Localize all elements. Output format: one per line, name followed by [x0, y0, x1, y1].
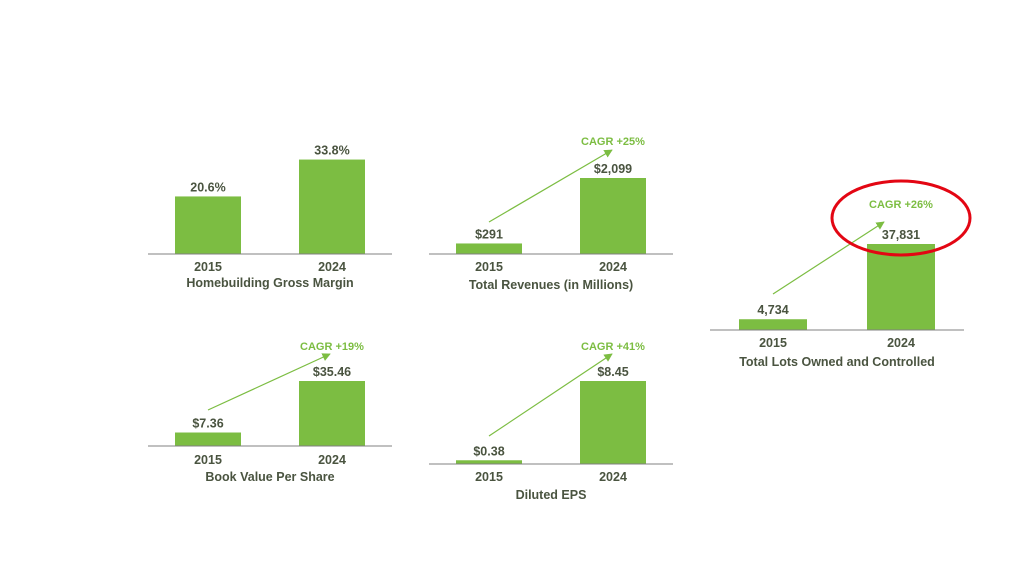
- chart-4: $7.36 2015 $35.46 2024 Book Value Per Share C…: [148, 341, 392, 484]
- x-tick-label: 2024: [599, 260, 627, 274]
- growth-arrow: [488, 353, 613, 437]
- bar-2024: [867, 244, 935, 330]
- x-tick-label: 2024: [318, 453, 346, 467]
- highlight-circle: [830, 179, 972, 257]
- cagr-label: CAGR +41%: [581, 341, 645, 353]
- growth-arrow: [772, 221, 885, 295]
- value-label: $8.45: [597, 365, 628, 379]
- chart-title: Total Revenues (in Millions): [469, 278, 633, 292]
- bar-2015: [456, 460, 522, 464]
- chart-title: Total Lots Owned and Controlled: [739, 355, 935, 369]
- value-label: $2,099: [594, 162, 632, 176]
- x-tick-label: 2015: [475, 260, 503, 274]
- chart-title: Homebuilding Gross Margin: [186, 276, 353, 290]
- bar-2024: [299, 381, 365, 446]
- chart-2: $291 2015 $2,099 2024 Total Revenues (in Mil…: [429, 136, 673, 292]
- bar-2024: [580, 381, 646, 464]
- chart-title: Diluted EPS: [516, 488, 587, 502]
- x-tick-label: 2015: [475, 470, 503, 484]
- value-label: $7.36: [192, 417, 223, 431]
- value-label: $0.38: [473, 444, 504, 458]
- growth-arrow: [207, 353, 331, 411]
- chart-title: Book Value Per Share: [205, 470, 334, 484]
- value-label: 20.6%: [190, 180, 225, 194]
- bar-2015: [175, 196, 241, 254]
- cagr-label: CAGR +19%: [300, 341, 364, 353]
- chart-5: $0.38 2015 $8.45 2024 Diluted EPS CAGR +41%: [429, 341, 673, 502]
- value-label: 37,831: [882, 228, 920, 242]
- x-tick-label: 2015: [194, 453, 222, 467]
- cagr-label: CAGR +26%: [869, 199, 933, 211]
- value-label: $291: [475, 227, 503, 241]
- growth-arrow: [488, 149, 613, 223]
- x-tick-label: 2015: [759, 336, 787, 350]
- chart-1: 20.6% 2015 33.8% 2024 Homebuilding Gross Mar…: [148, 144, 392, 290]
- x-tick-label: 2024: [887, 336, 915, 350]
- bar-2015: [739, 319, 807, 330]
- value-label: 4,734: [757, 303, 788, 317]
- bar-2024: [299, 159, 365, 254]
- value-label: 33.8%: [314, 144, 349, 158]
- x-tick-label: 2024: [318, 260, 346, 274]
- bar-2015: [175, 432, 241, 446]
- x-tick-label: 2015: [194, 260, 222, 274]
- bar-2015: [456, 243, 522, 254]
- cagr-label: CAGR +25%: [581, 136, 645, 148]
- value-label: $35.46: [313, 365, 351, 379]
- charts-group: 20.6% 2015 33.8% 2024 Homebuilding Gross Mar…: [148, 136, 972, 502]
- bar-2024: [580, 178, 646, 254]
- chart-3: 4,734 2015 37,831 2024 Total Lots Owned and …: [710, 179, 972, 369]
- x-tick-label: 2024: [599, 470, 627, 484]
